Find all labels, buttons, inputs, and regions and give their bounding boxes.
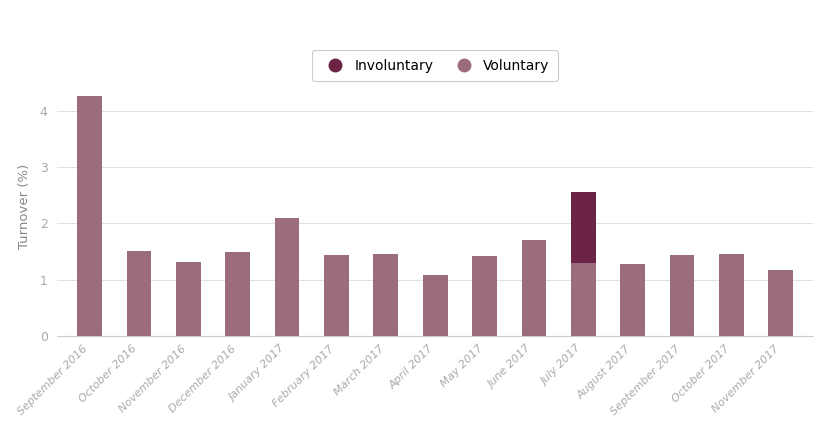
Bar [225,252,250,336]
Bar [176,262,200,336]
Bar [274,218,299,336]
Bar [769,270,794,336]
Y-axis label: Turnover (%): Turnover (%) [18,164,31,249]
Bar [472,256,497,336]
Bar [719,254,744,336]
Bar [77,95,102,336]
Bar [423,275,447,336]
Bar [127,251,152,336]
Legend: Involuntary, Voluntary: Involuntary, Voluntary [312,50,558,81]
Bar [571,192,596,263]
Bar [620,265,645,336]
Bar [373,254,398,336]
Bar [571,263,596,336]
Bar [522,240,546,336]
Bar [670,255,695,336]
Bar [324,255,349,336]
